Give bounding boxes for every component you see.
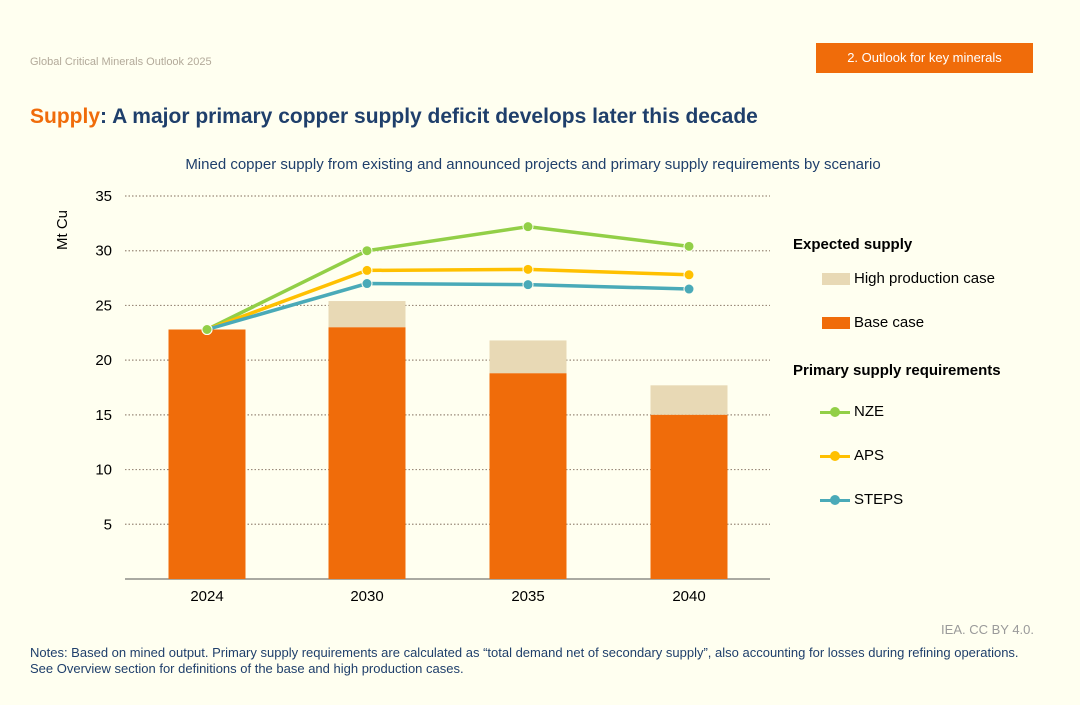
legend-label: High production case [854,270,995,287]
x-tick-label: 2040 [672,588,705,605]
legend-item-nze: NZE [820,403,884,420]
legend-label: APS [854,447,885,464]
point-steps [683,283,695,295]
y-tick-label: 10 [95,462,112,479]
point-aps [683,269,695,281]
bar-high-production [650,385,728,415]
credit: IEA. CC BY 4.0. [941,622,1034,637]
y-tick-label: 15 [95,407,112,424]
title-highlight: Supply [30,105,101,128]
chart-title: Mined copper supply from existing and an… [0,156,1080,173]
legend-item-aps: APS [820,447,884,464]
legend-group-primary-requirements: Primary supply requirements [793,362,1001,379]
x-tick-label: 2024 [190,588,223,605]
point-steps [361,278,373,290]
line-nze [206,224,690,332]
legend-label: Base case [854,314,925,331]
bar-base-case [168,329,246,579]
y-tick-label: 30 [95,243,112,260]
bar-high-production [489,340,567,374]
point-nze [201,324,213,336]
legend-item-high-production: High production case [822,270,995,287]
line-aps [206,267,690,332]
bar-base-case [489,373,567,579]
section-tag[interactable]: 2. Outlook for key minerals [816,43,1033,73]
legend-swatch [822,316,850,329]
y-tick-label: 25 [95,297,112,314]
y-axis-label: Mt Cu [54,210,71,250]
x-tick-label: 2030 [350,588,383,605]
line-steps [206,281,690,332]
page-title: Supply: A major primary copper supply de… [30,105,758,129]
legend-line-marker [820,406,850,418]
point-steps [522,279,534,291]
point-nze [361,245,373,257]
legend-swatch [822,272,850,285]
x-tick-label: 2035 [511,588,544,605]
point-aps [361,264,373,276]
legend-item-steps: STEPS [820,491,903,508]
legend-group-expected-supply: Expected supply [793,236,913,253]
y-tick-label: 35 [95,188,112,205]
bar-base-case [650,414,728,579]
chart-title-text: Mined copper supply from existing and an… [185,156,881,173]
point-aps [522,263,534,275]
title-text: A major primary copper supply deficit de… [112,105,758,128]
bar-high-production [328,301,406,328]
legend-item-base-case: Base case [822,314,924,331]
legend-label: STEPS [854,491,904,508]
point-nze [683,240,695,252]
legend-line-marker [820,450,850,462]
legend-line-marker [820,494,850,506]
y-tick-label: 5 [104,516,112,533]
y-tick-label: 20 [95,352,112,369]
title-separator: : [100,105,113,128]
publication-name: Global Critical Minerals Outlook 2025 [30,56,212,68]
bar-base-case [328,327,406,579]
point-nze [522,221,534,233]
legend-label: NZE [854,403,884,420]
notes: Notes: Based on mined output. Primary su… [30,645,1019,676]
